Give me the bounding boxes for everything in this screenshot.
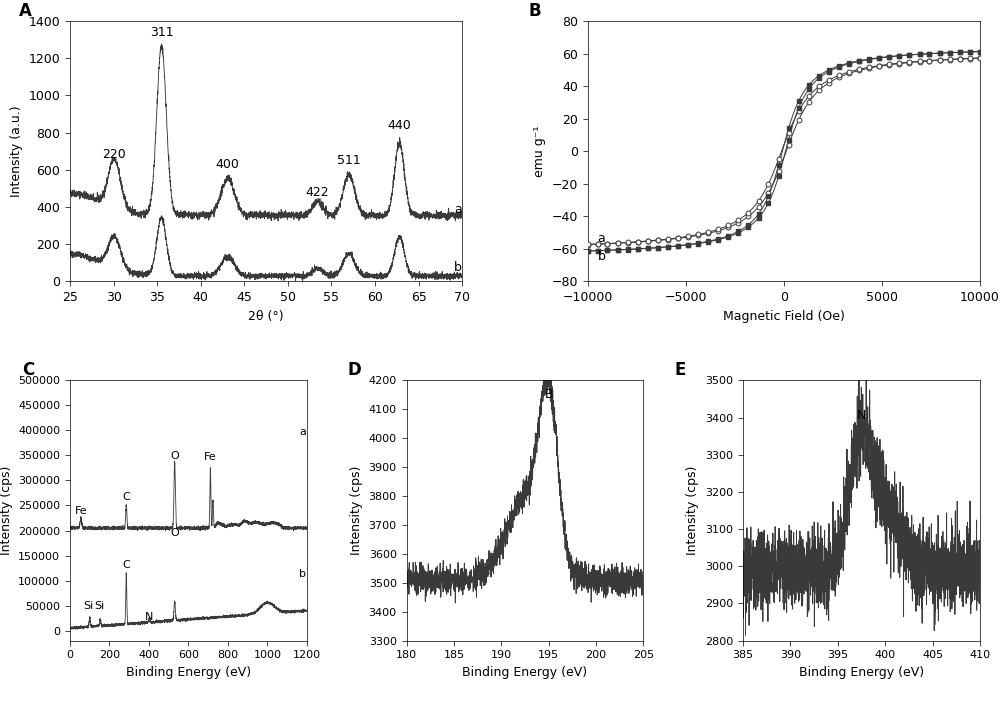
Y-axis label: emu g⁻¹: emu g⁻¹	[533, 125, 546, 177]
Text: a: a	[454, 203, 462, 215]
Text: O: O	[170, 451, 179, 461]
Y-axis label: Intensity (cps): Intensity (cps)	[0, 466, 13, 555]
Y-axis label: Intensity (cps): Intensity (cps)	[350, 466, 363, 555]
Text: N: N	[857, 410, 866, 422]
Text: 440: 440	[388, 119, 411, 132]
Text: E: E	[674, 361, 686, 379]
Text: D: D	[347, 361, 361, 379]
Text: C: C	[23, 361, 35, 379]
X-axis label: 2θ (°): 2θ (°)	[248, 310, 284, 322]
Text: B: B	[529, 2, 542, 20]
X-axis label: Binding Energy (eV): Binding Energy (eV)	[462, 666, 588, 679]
X-axis label: Magnetic Field (Oe): Magnetic Field (Oe)	[723, 310, 845, 322]
Text: C: C	[122, 493, 130, 503]
Text: N: N	[145, 612, 153, 622]
Text: b: b	[454, 261, 462, 274]
X-axis label: Binding Energy (eV): Binding Energy (eV)	[799, 666, 924, 679]
Text: Fe: Fe	[204, 453, 217, 463]
Text: C: C	[122, 560, 130, 570]
Text: a: a	[299, 427, 306, 437]
Text: 220: 220	[103, 148, 126, 161]
Text: B: B	[544, 388, 553, 401]
Text: 400: 400	[216, 158, 240, 171]
Text: O: O	[170, 527, 179, 538]
Text: A: A	[19, 2, 32, 20]
Text: 511: 511	[337, 154, 361, 168]
Text: Si: Si	[83, 601, 93, 611]
Text: b: b	[598, 251, 605, 263]
Y-axis label: Intensity (cps): Intensity (cps)	[686, 466, 699, 555]
Text: a: a	[598, 232, 605, 246]
Text: b: b	[299, 569, 306, 579]
Text: Si: Si	[94, 601, 104, 611]
Text: Fe: Fe	[75, 506, 87, 517]
Text: 422: 422	[306, 186, 329, 199]
Y-axis label: Intensity (a.u.): Intensity (a.u.)	[10, 106, 23, 197]
Text: 311: 311	[150, 26, 173, 39]
X-axis label: Binding Energy (eV): Binding Energy (eV)	[126, 666, 251, 679]
